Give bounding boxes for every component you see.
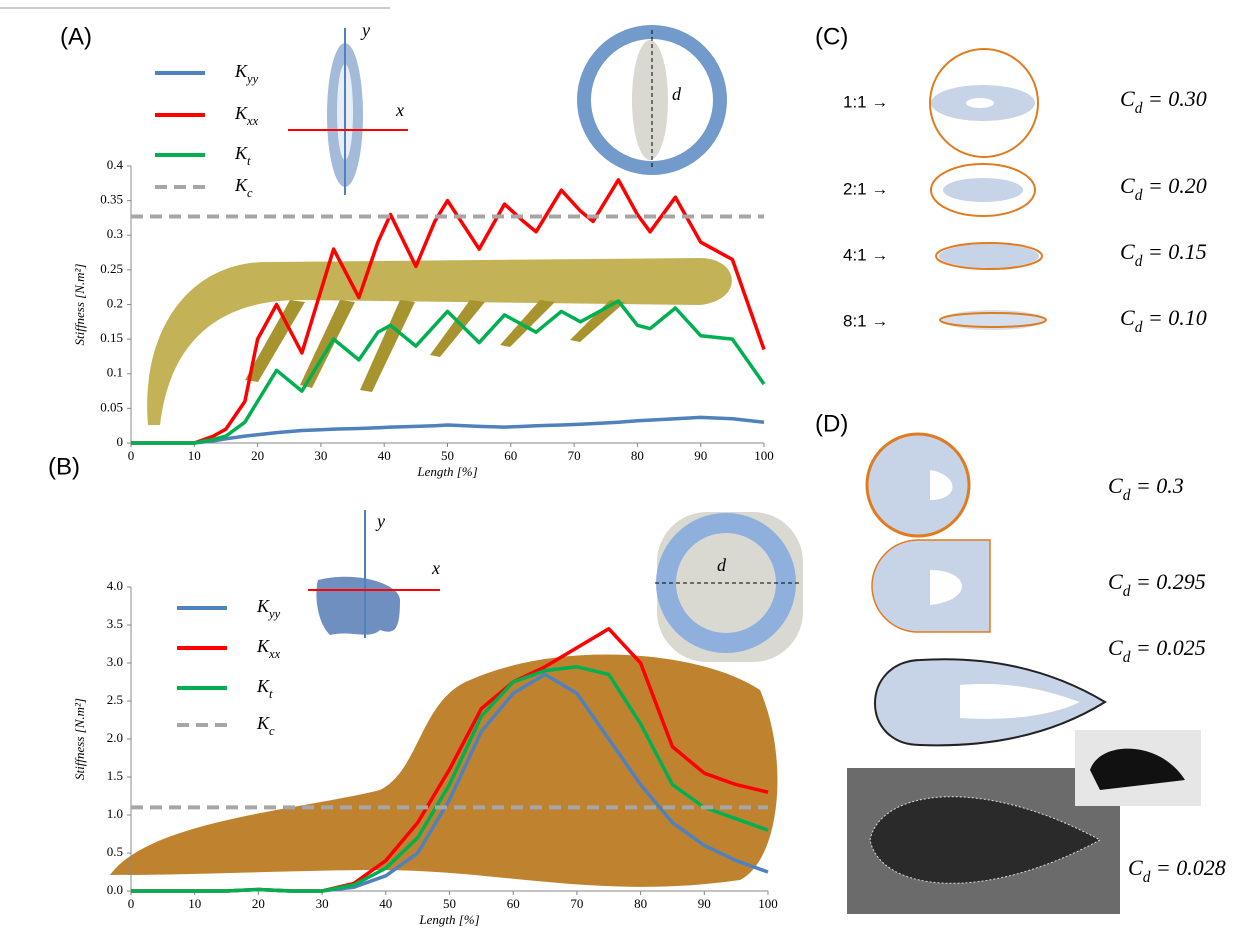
y-axis-label: Stiffness [N.m²] [72, 264, 87, 346]
y-tick-label: 3.0 [107, 654, 123, 669]
panel-label: (A) [60, 23, 92, 50]
x-tick-label: 30 [316, 896, 329, 911]
legend-label: Kxx [234, 103, 259, 128]
legend-label: Kxx [256, 636, 281, 661]
legend-label: Kt [256, 676, 273, 701]
x-axis-label: Length [%] [416, 464, 477, 479]
x-tick-label: 80 [631, 448, 644, 463]
axis-letter: x [395, 100, 404, 120]
x-tick-label: 70 [570, 896, 583, 911]
legend-label: Kt [234, 143, 251, 168]
ratio-label: 4:1 → [843, 245, 888, 264]
x-tick-label: 50 [441, 448, 454, 463]
ratio-label: 8:1 → [843, 311, 888, 330]
legend-label: Kc [256, 713, 275, 738]
x-tick-label: 60 [507, 896, 520, 911]
y-tick-label: 4.0 [107, 578, 123, 593]
x-tick-label: 30 [314, 448, 327, 463]
y-tick-label: 0.35 [100, 192, 123, 207]
x-tick-label: 70 [568, 448, 581, 463]
axis-letter: x [431, 558, 440, 578]
x-tick-label: 100 [758, 896, 778, 911]
x-tick-label: 40 [379, 896, 392, 911]
y-axis-label: Stiffness [N.m²] [72, 698, 87, 780]
panel-label: (D) [815, 410, 848, 437]
panel-label: (B) [48, 453, 80, 480]
cd-label: Cd = 0.15 [1120, 239, 1207, 270]
axis-letter: y [360, 20, 370, 40]
legend-label: Kc [234, 175, 253, 200]
y-tick-label: 0.1 [107, 365, 123, 380]
panel-c-shapes [930, 49, 1046, 330]
x-tick-label: 50 [443, 896, 456, 911]
cross-section-b [316, 577, 400, 635]
cd-label: Cd = 0.025 [1108, 635, 1206, 666]
x-tick-label: 0 [128, 896, 135, 911]
ratio-label: 1:1 → [843, 92, 888, 111]
x-tick-label: 90 [694, 448, 707, 463]
cd-label: Cd = 0.10 [1120, 305, 1207, 336]
y-tick-label: 0.0 [107, 882, 123, 897]
axis-letter: d [672, 84, 682, 104]
legend-label: Kyy [234, 61, 259, 86]
x-tick-label: 10 [188, 448, 201, 463]
y-tick-label: 1.5 [107, 768, 123, 783]
x-tick-label: 90 [698, 896, 711, 911]
x-tick-label: 100 [754, 448, 774, 463]
y-tick-label: 0.3 [107, 226, 123, 241]
ratio-label: 2:1 → [843, 179, 888, 198]
axis-letter: y [375, 511, 385, 531]
y-tick-label: 2.0 [107, 730, 123, 745]
y-tick-label: 3.5 [107, 616, 123, 631]
y-tick-label: 0.5 [107, 844, 123, 859]
cd-label: Cd = 0.3 [1108, 473, 1184, 504]
axis-letter: d [717, 555, 727, 575]
cd-label: Cd = 0.20 [1120, 173, 1207, 204]
x-tick-label: 80 [634, 896, 647, 911]
x-axis-label: Length [%] [418, 912, 479, 927]
y-tick-label: 0.25 [100, 261, 123, 276]
y-tick-label: 0.15 [100, 330, 123, 345]
x-tick-label: 0 [128, 448, 135, 463]
specimen-a [147, 258, 732, 425]
y-tick-label: 0.2 [107, 295, 123, 310]
series-line [131, 301, 764, 443]
cd-label: Cd = 0.028 [1128, 855, 1226, 886]
y-tick-label: 0 [117, 434, 124, 449]
cd-label: Cd = 0.295 [1108, 569, 1206, 600]
x-tick-label: 60 [504, 448, 517, 463]
panel-d-shapes [847, 434, 1201, 914]
x-tick-label: 20 [251, 448, 264, 463]
y-tick-label: 1.0 [107, 806, 123, 821]
cd-label: Cd = 0.30 [1120, 86, 1207, 117]
legend-label: Kyy [256, 596, 281, 621]
x-tick-label: 40 [378, 448, 391, 463]
panel-label: (C) [815, 23, 848, 50]
ring-a-core [632, 40, 668, 160]
x-tick-label: 20 [252, 896, 265, 911]
figure: (A) (B) (C) (D) y x d y x d 0 0.05 0.1 0.15… [0, 0, 1242, 945]
y-tick-label: 0.05 [100, 399, 123, 414]
y-tick-label: 2.5 [107, 692, 123, 707]
x-tick-label: 10 [188, 896, 201, 911]
y-tick-label: 0.4 [107, 157, 124, 172]
